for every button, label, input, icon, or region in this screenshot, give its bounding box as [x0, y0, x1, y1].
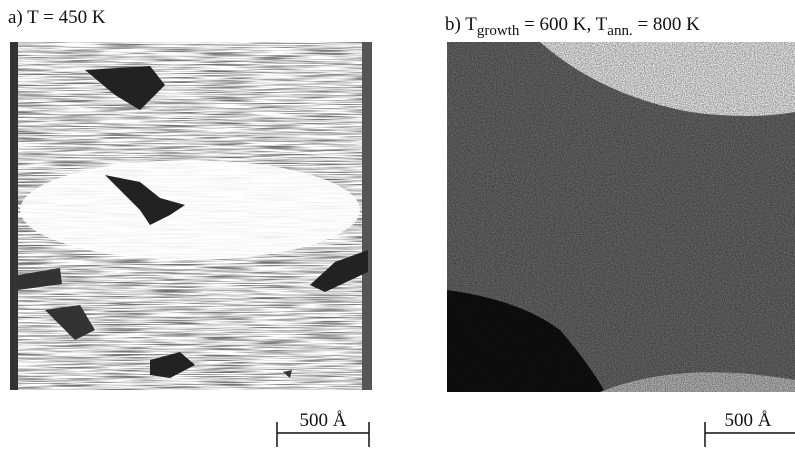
panel-title: a) T = 450 K	[8, 7, 106, 28]
stm-image-a	[10, 42, 372, 390]
stm-image-b	[447, 42, 795, 392]
subscript: growth	[477, 23, 520, 39]
title-text: = 800 K	[633, 14, 700, 35]
title-text: a) T = 450 K	[8, 7, 106, 28]
scale-bar	[276, 422, 370, 447]
subscript: ann.	[607, 23, 632, 39]
scale-label: 500 Å	[300, 410, 347, 431]
panel-title: b) Tgrowth = 600 K, Tann. = 800 K	[445, 14, 700, 39]
title-text: = 600 K, T	[519, 14, 607, 35]
scale-label: 500 Å	[725, 410, 772, 431]
scale-bar	[704, 422, 795, 447]
title-text: b) T	[445, 14, 477, 35]
